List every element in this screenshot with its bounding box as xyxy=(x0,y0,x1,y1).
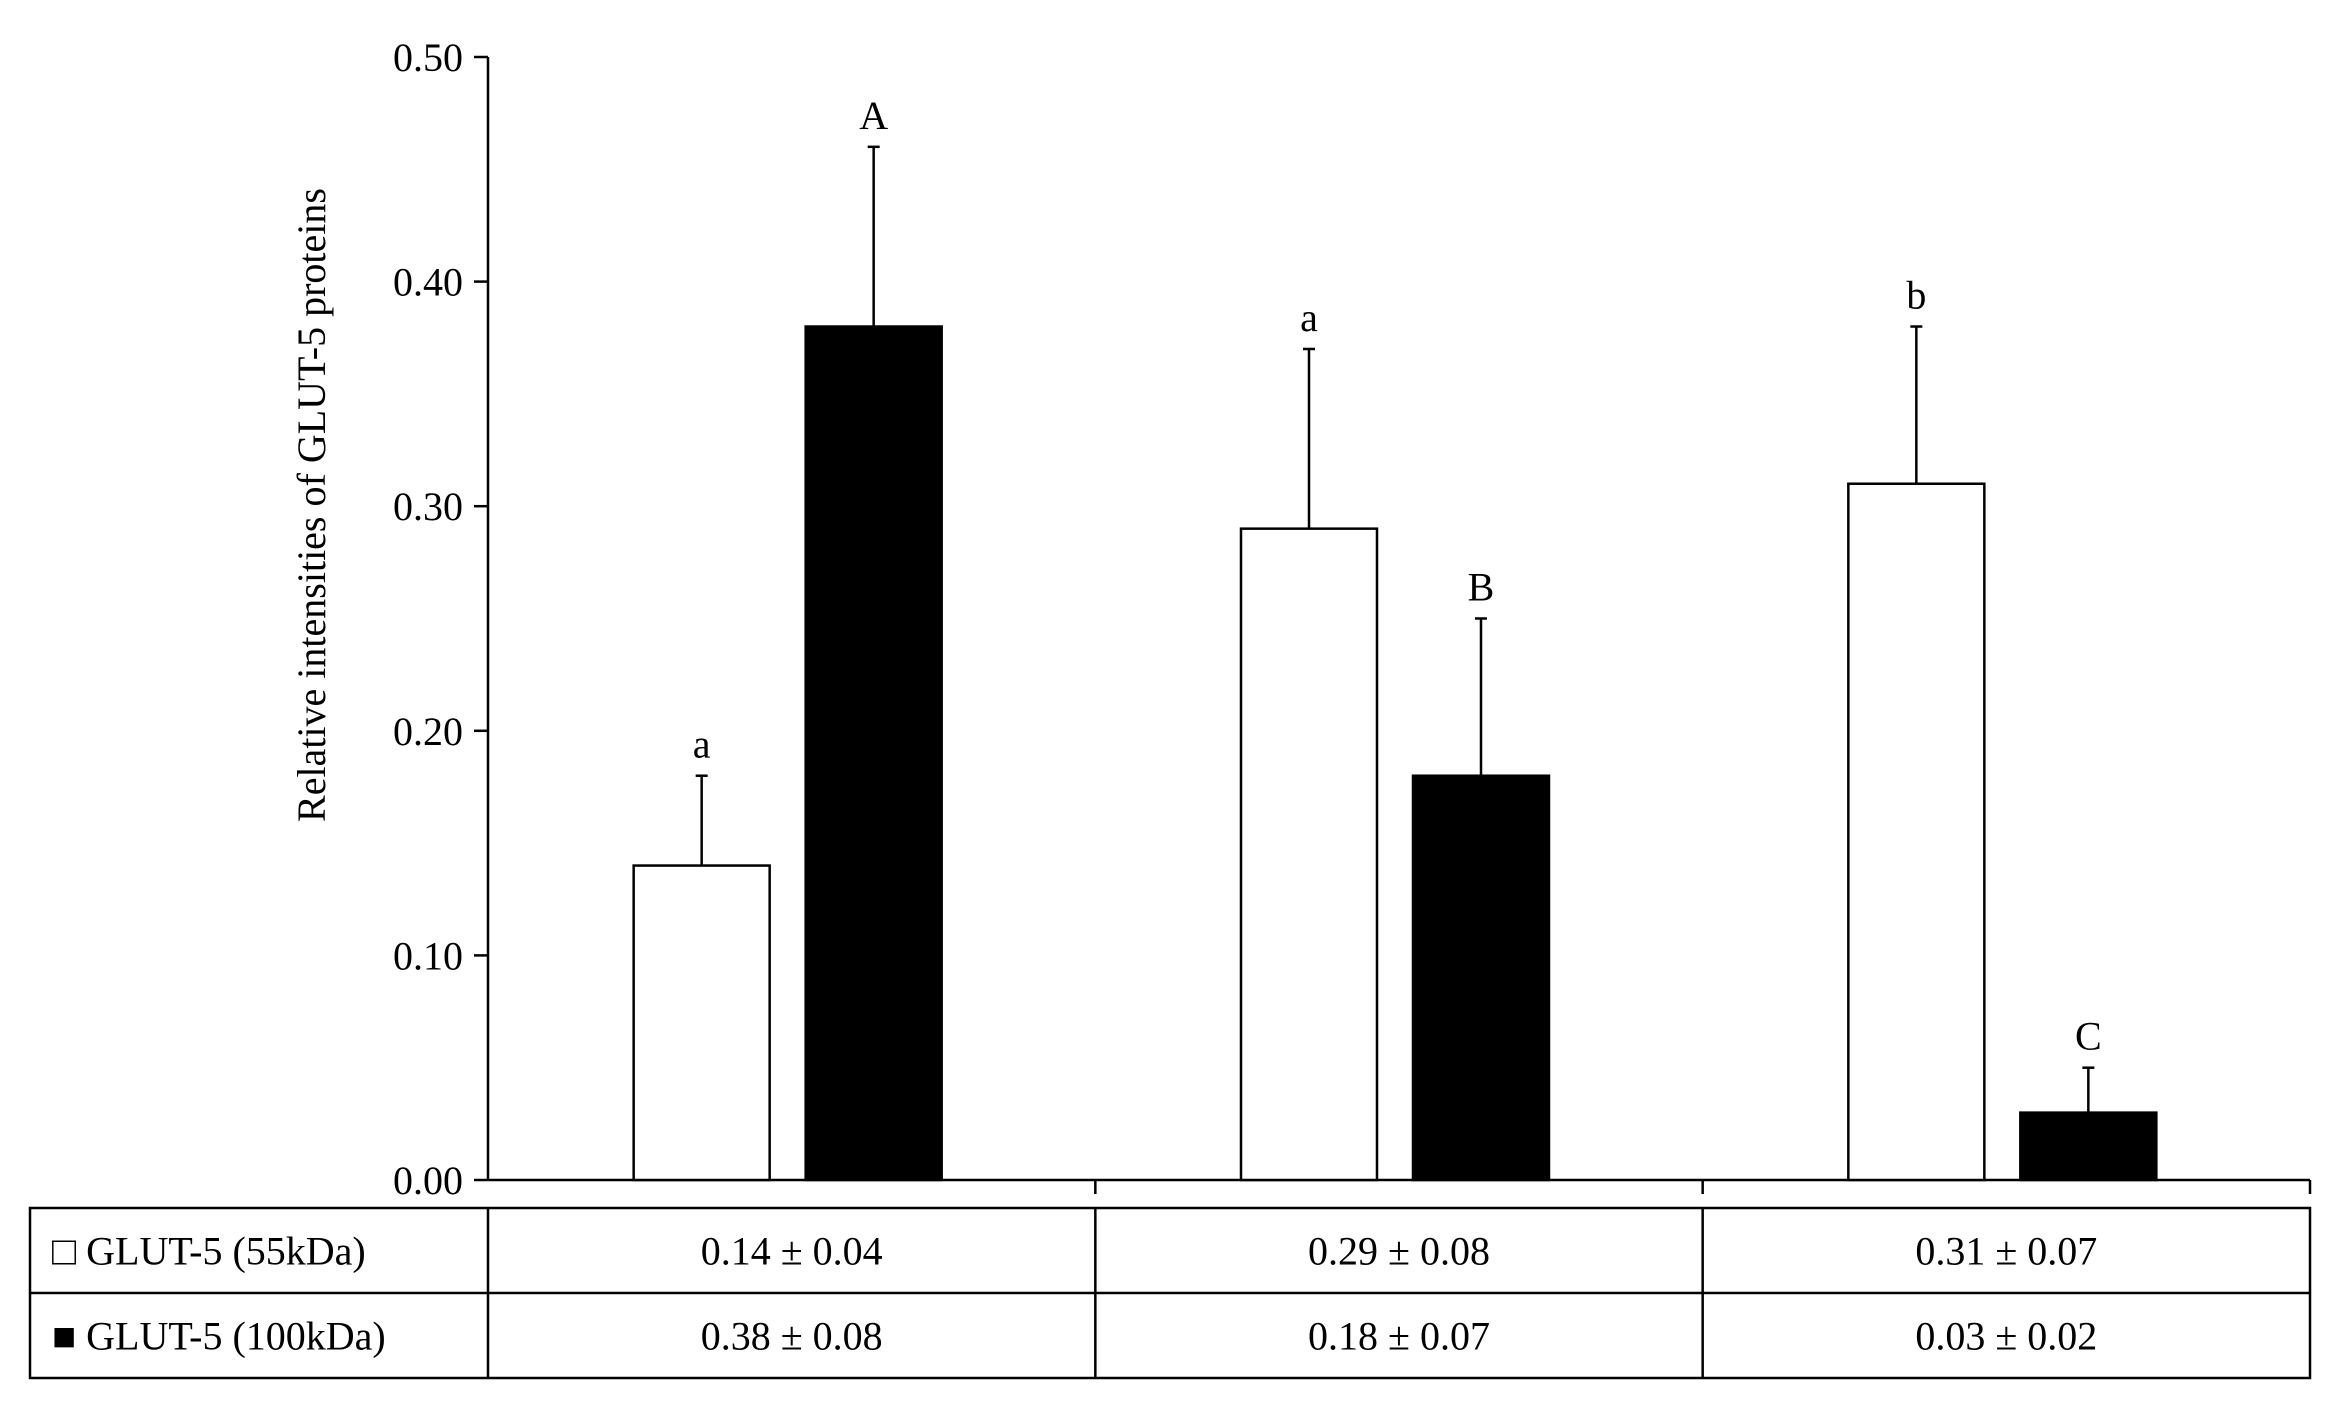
table-row-header: ■ GLUT-5 (100kDa) xyxy=(52,1314,386,1359)
bar xyxy=(804,325,943,1182)
table-cell: 0.14 ± 0.04 xyxy=(701,1229,883,1274)
bar xyxy=(1847,482,1986,1182)
y-tick-label: 0.20 xyxy=(393,709,463,754)
y-axis-title: Relative intensities of GLUT-5 proteins xyxy=(289,188,334,822)
table-cell: 0.31 ± 0.07 xyxy=(1915,1229,2097,1274)
table-cell: 0.18 ± 0.07 xyxy=(1308,1314,1490,1359)
y-tick-label: 0.30 xyxy=(393,484,463,529)
bars-layer: a a b A B C xyxy=(632,93,2158,1182)
table-cell: 0.38 ± 0.08 xyxy=(701,1314,883,1359)
data-table: □ GLUT-5 (55kDa) 0.14 ± 0.04 0.29 ± 0.08 0.… xyxy=(28,1206,2312,1380)
y-tick-label: 0.50 xyxy=(393,35,463,80)
table-row-header: □ GLUT-5 (55kDa) xyxy=(52,1229,366,1274)
bar xyxy=(632,864,771,1182)
significance-label: A xyxy=(859,93,888,138)
table-cell: 0.03 ± 0.02 xyxy=(1915,1314,2097,1359)
significance-label: B xyxy=(1468,565,1495,610)
y-tick-label: 0.10 xyxy=(393,933,463,978)
y-axis: 0.00 0.10 0.20 0.30 0.40 0.50 xyxy=(393,35,2312,1203)
bar xyxy=(1239,527,1379,1182)
y-tick-label: 0.40 xyxy=(393,260,463,305)
significance-label: C xyxy=(2075,1014,2102,1059)
bar xyxy=(1411,774,1551,1182)
bar xyxy=(2019,1111,2158,1182)
significance-label: b xyxy=(1906,273,1926,318)
significance-label: a xyxy=(693,722,711,767)
significance-label: a xyxy=(1300,295,1318,340)
table-cell: 0.29 ± 0.08 xyxy=(1308,1229,1490,1274)
y-tick-label: 0.00 xyxy=(393,1158,463,1203)
